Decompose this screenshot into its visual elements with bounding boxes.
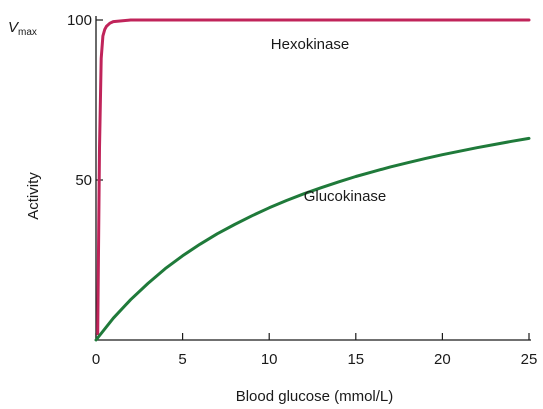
x-tick-label: 0 (92, 351, 100, 368)
x-axis-title: Blood glucose (mmol/L) (236, 388, 394, 405)
y-axis-title: Activity (25, 172, 42, 220)
series-layer (94, 18, 531, 342)
x-tick-label: 20 (434, 351, 451, 368)
vmax-label-main: V (8, 19, 20, 36)
series-line-hexokinase (96, 18, 531, 336)
series-label-hexokinase: Hexokinase (271, 36, 349, 53)
axes: 0 5 10 15 20 25 50 100 Vmax Blood glucose (mmol/L… (8, 12, 537, 405)
x-tick-label: 25 (521, 351, 538, 368)
x-tick-label: 5 (178, 351, 186, 368)
y-tick-label: 50 (75, 172, 92, 189)
labels-layer: Hexokinase Glucokinase (271, 36, 386, 205)
vmax-label: Vmax (8, 19, 37, 38)
x-tick-label: 15 (347, 351, 364, 368)
x-tick-label: 10 (261, 351, 278, 368)
y-tick-label: 100 (67, 12, 92, 29)
vmax-label-sub: max (18, 27, 37, 38)
series-line-glucokinase (94, 136, 531, 342)
series-label-glucokinase: Glucokinase (304, 188, 387, 205)
